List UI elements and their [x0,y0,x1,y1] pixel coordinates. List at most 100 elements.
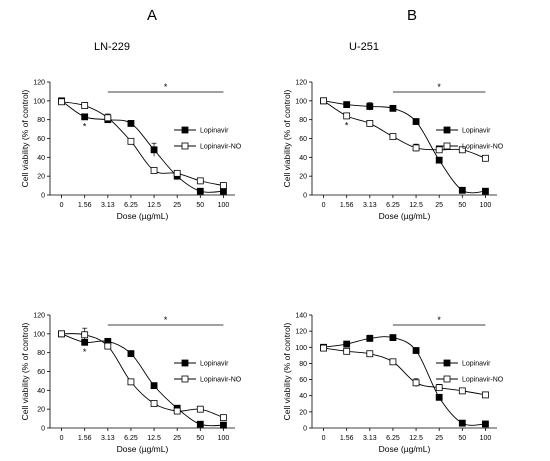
data-point [412,379,420,387]
y-tick-label: 80 [37,350,45,357]
chart-ln229-bottom: 0 20 40 60 80 100 120 0 1.56 3.13 6.25 12.5 25 50 100 D… [20,313,242,455]
y-tick-label: 120 [295,80,307,87]
legend-marker [443,359,451,367]
significance-star: * [437,82,441,92]
legend-label: Lopinavir-NO [462,144,504,151]
data-point [58,330,65,338]
x-tick-label: 50 [458,435,466,442]
x-tick-label: 3.13 [101,435,115,442]
y-tick-label: 80 [299,361,307,368]
data-point [196,187,204,195]
y-axis-label: Cell viability (% of control) [20,322,30,420]
data-point [343,347,351,355]
data-point [366,350,374,358]
x-axis-label: Dose (µg/mL) [117,211,169,221]
panel-letter-a: A [147,7,157,24]
chart-ln229-top: LN-229 0 20 40 60 80 100 120 0 1.56 3.13 6.25 12.5 25… [20,41,242,221]
y-tick-label: 20 [299,409,307,416]
y-axis-label: Cell viability (% of control) [282,89,292,187]
data-point [458,419,466,427]
data-point [482,420,489,428]
y-tick-label: 20 [37,174,45,181]
x-tick-label: 6.25 [124,202,138,209]
legend-label: Lopinavir-NO [200,377,242,384]
x-tick-label: 12.5 [147,202,161,209]
data-point [104,342,112,350]
y-tick-label: 0 [41,193,45,200]
data-point [343,340,351,348]
y-tick-label: 120 [33,313,45,320]
data-point [220,421,227,429]
data-point [389,334,397,342]
data-point [196,177,204,185]
data-point [435,146,443,154]
y-tick-label: 0 [303,193,307,200]
legend-marker [181,142,189,150]
y-tick-label: 20 [37,407,45,414]
x-axis-label: Dose (µg/mL) [379,444,431,454]
data-point [320,97,327,105]
legend-label: Lopinavir [462,361,491,368]
legend-label: Lopinavir-NO [200,144,242,151]
data-point [104,114,112,122]
x-tick-label: 3.13 [363,202,377,209]
y-tick-label: 60 [299,136,307,143]
x-tick-label: 1.56 [78,202,92,209]
data-point [412,144,420,152]
data-point [127,350,135,358]
data-point [127,137,135,145]
x-tick-label: 6.25 [124,435,138,442]
data-point [412,118,420,125]
data-point [482,187,489,195]
x-tick-label: 12.5 [409,435,423,442]
data-point [482,154,489,162]
data-point [81,102,89,109]
y-tick-label: 20 [299,174,307,181]
x-tick-label: 12.5 [409,202,423,209]
data-point [81,331,89,339]
legend-marker [443,142,451,150]
x-tick-label: 6.25 [386,202,400,209]
legend-marker [443,126,451,134]
data-point [150,382,158,390]
data-point [127,120,135,127]
x-tick-label: 50 [196,202,204,209]
x-tick-label: 1.56 [340,435,354,442]
y-tick-label: 40 [299,155,307,162]
x-tick-label: 3.13 [101,202,115,209]
legend-marker [181,359,189,367]
x-tick-label: 1.56 [78,435,92,442]
y-tick-label: 0 [41,426,45,433]
data-point [389,133,397,141]
data-point [58,98,65,106]
data-point [320,344,327,352]
x-tick-label: 100 [218,435,230,442]
x-tick-label: 100 [480,435,492,442]
y-tick-label: 80 [37,117,45,124]
y-tick-label: 80 [299,117,307,124]
data-point [412,347,420,354]
x-tick-label: 100 [218,202,230,209]
data-point [389,104,397,112]
data-point [366,120,374,127]
x-tick-label: 50 [196,435,204,442]
legend-marker [181,375,189,383]
x-axis-label: Dose (µg/mL) [379,211,431,221]
data-point [220,414,227,422]
y-tick-label: 100 [295,98,307,105]
panel-letter-b: B [407,7,417,24]
data-point [196,420,204,428]
data-point [150,400,158,407]
data-point [482,391,489,399]
significance-star: * [164,315,168,325]
x-tick-label: 0 [60,435,64,442]
y-tick-label: 100 [33,98,45,105]
x-tick-label: 25 [435,435,443,442]
data-point [458,146,466,154]
x-tick-label: 50 [458,202,466,209]
data-point [343,112,351,120]
x-tick-label: 25 [173,435,181,442]
y-tick-label: 100 [295,345,307,352]
y-tick-label: 0 [303,426,307,433]
